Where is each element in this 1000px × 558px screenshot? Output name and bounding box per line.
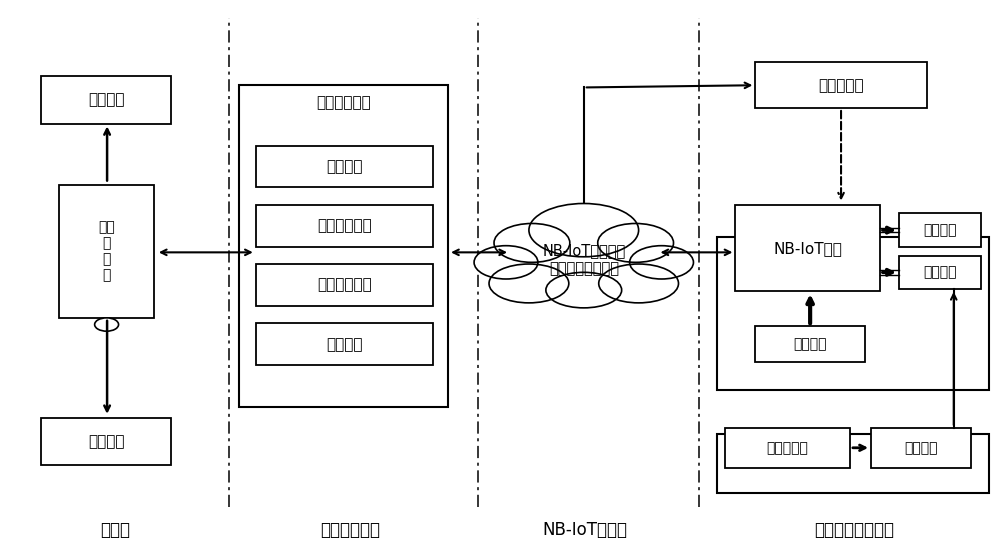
Text: NB-IoT核心网络
阿里云物联网平台: NB-IoT核心网络 阿里云物联网平台 xyxy=(542,243,625,276)
Text: 定位信息: 定位信息 xyxy=(326,336,363,352)
FancyBboxPatch shape xyxy=(899,256,981,289)
FancyBboxPatch shape xyxy=(41,76,171,123)
FancyBboxPatch shape xyxy=(735,205,880,291)
FancyBboxPatch shape xyxy=(755,326,865,362)
FancyBboxPatch shape xyxy=(256,146,433,187)
FancyBboxPatch shape xyxy=(755,62,927,108)
FancyBboxPatch shape xyxy=(256,205,433,247)
FancyBboxPatch shape xyxy=(256,324,433,365)
Text: 微信
小
程
序: 微信 小 程 序 xyxy=(98,220,115,282)
Text: 数据库服务层: 数据库服务层 xyxy=(320,521,380,539)
Ellipse shape xyxy=(489,264,569,303)
FancyBboxPatch shape xyxy=(899,214,981,247)
FancyBboxPatch shape xyxy=(256,264,433,306)
Text: 摄像头采集: 摄像头采集 xyxy=(767,441,809,455)
Ellipse shape xyxy=(546,272,622,308)
Text: 电源模块: 电源模块 xyxy=(793,337,827,351)
Ellipse shape xyxy=(529,204,639,257)
Ellipse shape xyxy=(474,246,538,279)
Text: 计算停车时间: 计算停车时间 xyxy=(317,219,372,233)
Text: 同步用户信息: 同步用户信息 xyxy=(317,277,372,292)
Text: 用户层: 用户层 xyxy=(100,521,130,539)
Ellipse shape xyxy=(519,232,649,293)
FancyBboxPatch shape xyxy=(41,418,171,465)
FancyBboxPatch shape xyxy=(717,237,989,390)
Ellipse shape xyxy=(598,223,674,262)
Text: 数据库云平台: 数据库云平台 xyxy=(316,95,371,110)
Text: 移动支付: 移动支付 xyxy=(88,93,124,108)
FancyBboxPatch shape xyxy=(871,428,971,468)
FancyBboxPatch shape xyxy=(725,428,850,468)
FancyBboxPatch shape xyxy=(59,185,154,318)
Text: NB-IoT通信层: NB-IoT通信层 xyxy=(542,521,627,539)
Circle shape xyxy=(95,318,119,331)
Text: 检测模块: 检测模块 xyxy=(923,266,957,280)
Text: 图像识别: 图像识别 xyxy=(904,441,938,455)
Text: 电源控制: 电源控制 xyxy=(326,159,363,174)
Ellipse shape xyxy=(630,246,693,279)
Text: NB-IoT模块: NB-IoT模块 xyxy=(773,240,842,256)
Ellipse shape xyxy=(494,223,570,262)
Text: 定位模块: 定位模块 xyxy=(923,223,957,237)
Text: 车辆检测器感知层: 车辆检测器感知层 xyxy=(814,521,894,539)
FancyBboxPatch shape xyxy=(717,435,989,493)
Text: 信息查询: 信息查询 xyxy=(88,434,124,449)
Text: 车辆检测器: 车辆检测器 xyxy=(818,78,864,93)
FancyBboxPatch shape xyxy=(239,85,448,407)
Ellipse shape xyxy=(599,264,679,303)
